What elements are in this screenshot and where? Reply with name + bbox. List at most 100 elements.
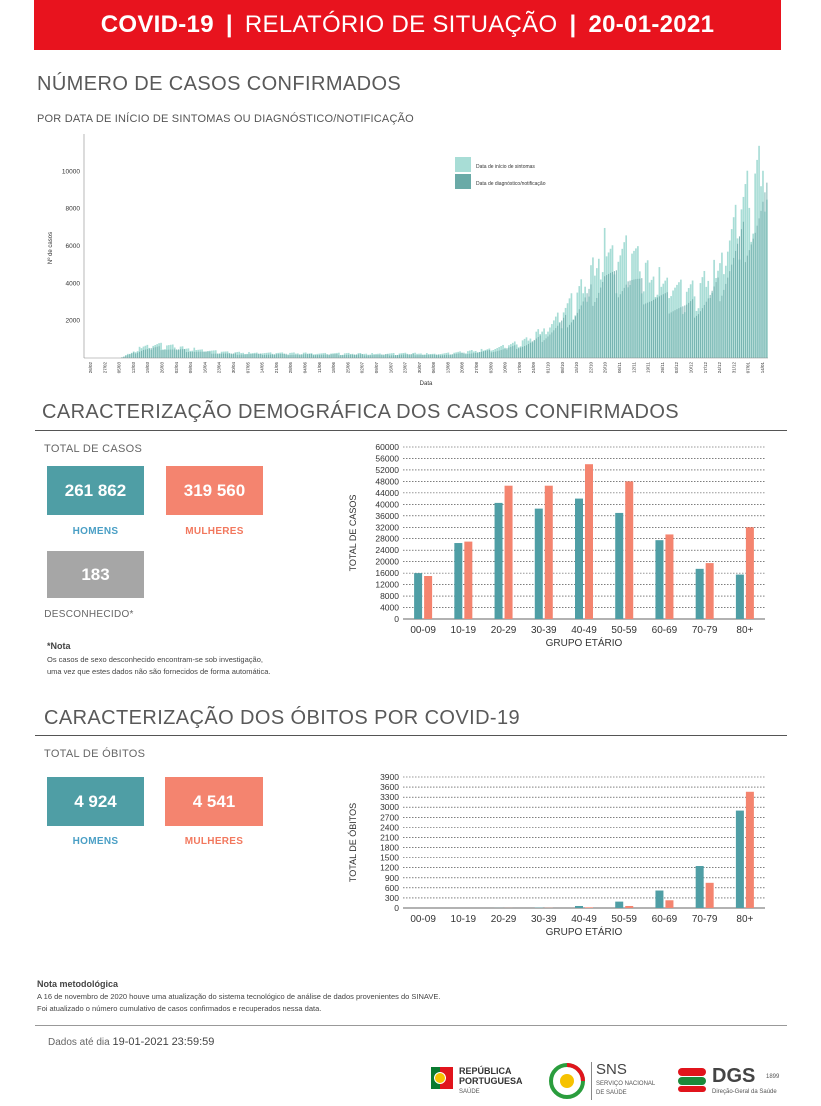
timeline-bar-diagnosis	[694, 317, 696, 358]
bar-women-50-59	[625, 905, 634, 908]
timeline-x-tick: 14/01	[760, 362, 765, 374]
y-tick-label: 24000	[375, 545, 399, 555]
timeline-bar-diagnosis	[684, 305, 686, 358]
timeline-bar-diagnosis	[211, 353, 213, 358]
bar-women-30-39	[544, 485, 553, 619]
timeline-bar-diagnosis	[725, 283, 727, 358]
timeline-bar-diagnosis	[463, 352, 465, 358]
timeline-bar-diagnosis	[191, 351, 193, 358]
timeline-bar-diagnosis	[576, 312, 578, 358]
timeline-bar-diagnosis	[662, 294, 664, 358]
y-tick-label: 40000	[375, 499, 399, 509]
timeline-bar-diagnosis	[570, 322, 572, 358]
timeline-bar-diagnosis	[707, 298, 709, 358]
x-tick-label: 20-29	[491, 914, 517, 925]
timeline-bar-diagnosis	[699, 311, 701, 358]
timeline-bar-diagnosis	[168, 349, 170, 358]
y-tick-label: 60000	[375, 442, 399, 452]
data-until-date: 19-01-2021	[112, 1036, 169, 1048]
timeline-x-tick: 01/10	[546, 362, 551, 374]
y-tick-label: 600	[385, 883, 399, 893]
timeline-bar-diagnosis	[651, 301, 653, 358]
timeline-bar-diagnosis	[348, 354, 350, 358]
y-tick-label: 900	[385, 873, 399, 883]
timeline-bar-diagnosis	[193, 351, 195, 358]
timeline-x-tick: 30/04	[231, 362, 236, 374]
timeline-x-tick: 10/09	[503, 362, 508, 374]
demographics-title: CARACTERIZAÇÃO DEMOGRÁFICA DOS CASOS CON…	[42, 401, 680, 423]
y-axis-label: TOTAL DE CASOS	[348, 495, 358, 572]
timeline-bar-diagnosis	[226, 353, 229, 358]
timeline-bar-diagnosis	[406, 354, 408, 358]
timeline-bar-diagnosis	[357, 354, 359, 358]
timeline-bar-diagnosis	[346, 354, 348, 358]
y-tick-label: 32000	[375, 522, 399, 532]
cases-section-subtitle: POR DATA DE INÍCIO DE SINTOMAS OU DIAGNÓ…	[37, 113, 414, 125]
total-cases-label: TOTAL DE CASOS	[44, 443, 143, 455]
women-cases-box: 319 560	[166, 466, 263, 515]
timeline-bar-diagnosis	[539, 335, 541, 358]
legend-swatch-diagnosis	[455, 174, 471, 189]
timeline-y-tick: 10000	[62, 168, 80, 175]
timeline-bar-diagnosis	[600, 287, 602, 358]
timeline-bar-diagnosis	[623, 287, 625, 358]
timeline-bar-diagnosis	[439, 355, 442, 358]
timeline-bar-diagnosis	[447, 354, 449, 358]
timeline-bar-diagnosis	[514, 345, 516, 358]
timeline-bar-diagnosis	[123, 356, 125, 358]
bar-women-60-69	[665, 534, 674, 619]
timeline-bar-diagnosis	[649, 301, 651, 358]
x-axis-label: GRUPO ETÁRIO	[546, 925, 623, 938]
data-until-label: Dados até dia	[48, 1037, 110, 1048]
timeline-bar-diagnosis	[609, 272, 612, 358]
timeline-bar-diagnosis	[443, 355, 445, 358]
cases-section-title: NÚMERO DE CASOS CONFIRMADOS	[37, 73, 402, 95]
timeline-bar-diagnosis	[420, 354, 422, 358]
timeline-bar-diagnosis	[701, 308, 703, 358]
timeline-bar-diagnosis	[668, 313, 670, 358]
timeline-x-tick: 20/08	[460, 362, 465, 374]
timeline-bar-diagnosis	[146, 349, 148, 358]
timeline-bar-diagnosis	[746, 255, 748, 358]
timeline-bar-diagnosis	[209, 351, 211, 358]
timeline-bar-diagnosis	[705, 301, 707, 358]
timeline-x-tick: 19/11	[646, 362, 651, 373]
timeline-bar-diagnosis	[520, 347, 522, 358]
timeline-bar-diagnosis	[469, 353, 471, 358]
x-tick-label: 60-69	[652, 914, 678, 925]
timeline-bar-diagnosis	[449, 354, 451, 358]
logo-sns: SNS SERVIÇO NACIONAL DE SAÚDE	[548, 1060, 655, 1104]
timeline-bar-diagnosis	[353, 354, 356, 358]
timeline-bar-diagnosis	[291, 354, 293, 358]
timeline-bar-diagnosis	[508, 347, 510, 358]
timeline-bar-diagnosis	[424, 354, 426, 358]
timeline-bar-diagnosis	[342, 355, 344, 358]
timeline-bar-diagnosis	[156, 346, 158, 358]
timeline-bar-diagnosis	[377, 354, 379, 358]
timeline-bar-diagnosis	[586, 293, 588, 358]
timeline-bar-diagnosis	[750, 244, 752, 358]
timeline-bar-diagnosis	[654, 298, 657, 358]
timeline-x-tick: 05/03	[117, 362, 122, 374]
timeline-bar-diagnosis	[203, 351, 205, 358]
y-tick-label: 3900	[380, 772, 399, 782]
timeline-bar-diagnosis	[516, 348, 518, 358]
timeline-x-tick: 28/05	[288, 362, 293, 374]
sns-emblem-icon	[549, 1063, 585, 1099]
methodology-title: Nota metodológica	[37, 979, 119, 989]
timeline-bar-diagnosis	[426, 354, 428, 358]
timeline-x-tick: 24/12	[717, 362, 722, 374]
timeline-bar-diagnosis	[639, 278, 641, 358]
bar-women-70-79	[705, 563, 714, 619]
total-deaths-label: TOTAL DE ÓBITOS	[44, 748, 146, 760]
timeline-x-tick: 17/12	[703, 362, 708, 374]
timeline-bar-diagnosis	[641, 278, 643, 358]
timeline-bar-diagnosis	[721, 295, 723, 358]
timeline-bar-diagnosis	[297, 354, 299, 358]
men-deaths-label: HOMENS	[72, 836, 119, 847]
timeline-bar-diagnosis	[400, 354, 402, 358]
timeline-bar-diagnosis	[326, 354, 328, 358]
timeline-bar-diagnosis	[279, 354, 281, 358]
women-cases-label: MULHERES	[185, 526, 244, 537]
timeline-bar-diagnosis	[355, 354, 358, 358]
